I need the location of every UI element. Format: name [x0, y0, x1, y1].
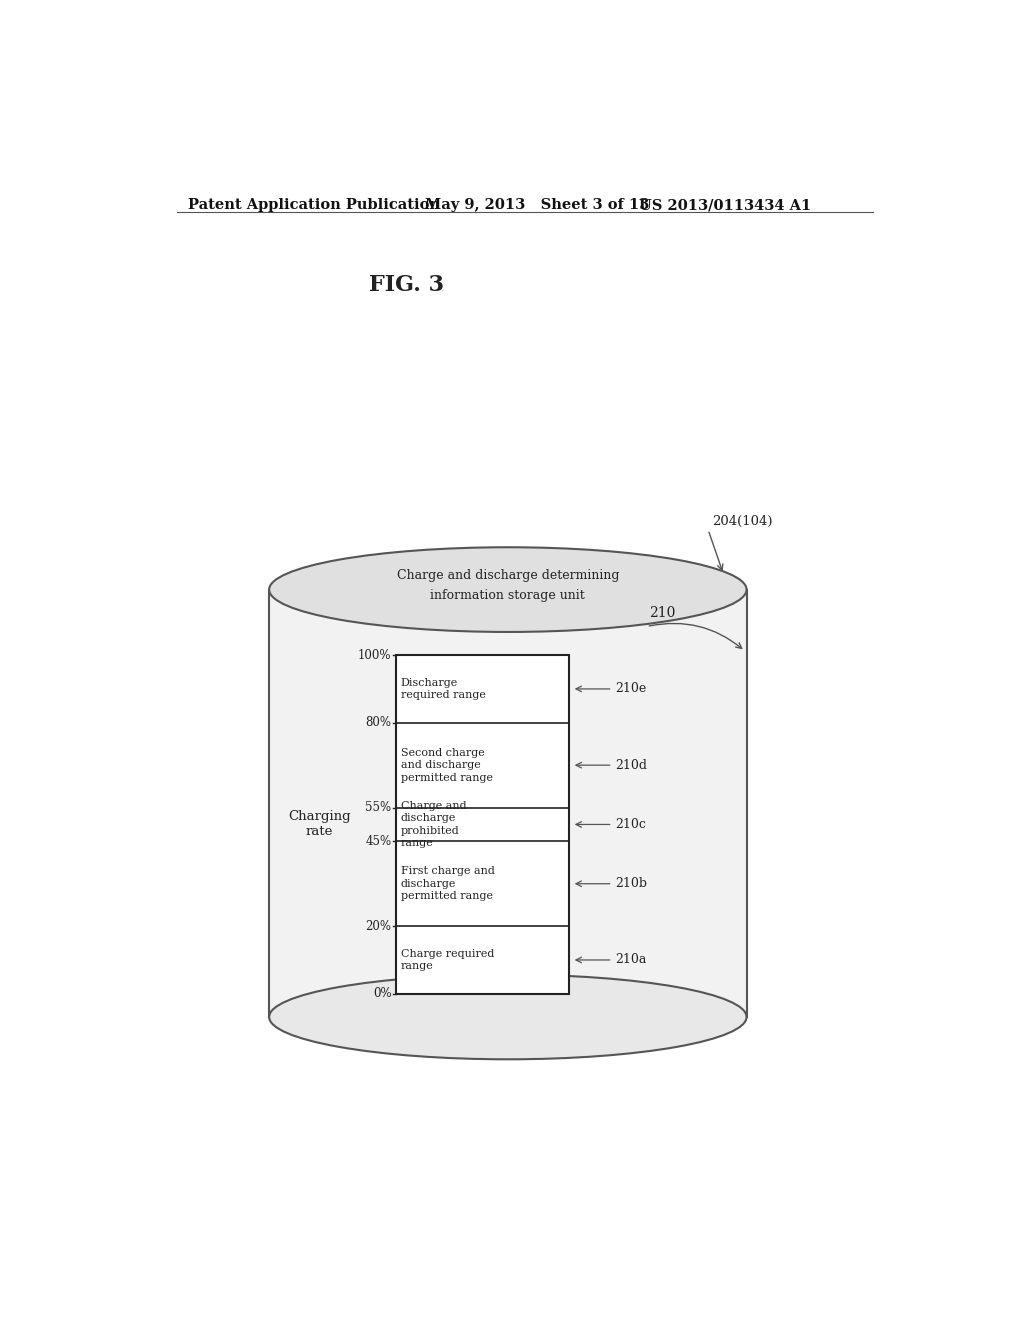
Text: 204(104): 204(104) — [712, 515, 772, 528]
Bar — [396, 655, 569, 994]
Text: Second charge
and discharge
permitted range: Second charge and discharge permitted ra… — [400, 747, 493, 783]
Text: 210: 210 — [649, 606, 675, 619]
Text: 45%: 45% — [366, 834, 391, 847]
Text: 20%: 20% — [366, 920, 391, 933]
Text: 0%: 0% — [373, 987, 391, 1001]
Text: US 2013/0113434 A1: US 2013/0113434 A1 — [639, 198, 811, 213]
Text: 100%: 100% — [358, 648, 391, 661]
Text: 210c: 210c — [615, 818, 646, 832]
Text: Charge and discharge determining: Charge and discharge determining — [396, 569, 620, 582]
Text: Charging
rate: Charging rate — [288, 810, 350, 838]
Text: 55%: 55% — [366, 801, 391, 814]
Text: 210a: 210a — [615, 953, 647, 966]
Text: Discharge
required range: Discharge required range — [400, 677, 485, 700]
Text: FIG. 3: FIG. 3 — [370, 275, 444, 296]
Text: Charge and
discharge
prohibited
range: Charge and discharge prohibited range — [400, 801, 467, 847]
Text: information storage unit: information storage unit — [430, 589, 586, 602]
Text: First charge and
discharge
permitted range: First charge and discharge permitted ran… — [400, 866, 495, 902]
Text: 210b: 210b — [615, 878, 647, 890]
Text: May 9, 2013   Sheet 3 of 13: May 9, 2013 Sheet 3 of 13 — [425, 198, 649, 213]
Text: 80%: 80% — [366, 717, 391, 730]
Bar — [269, 590, 746, 1016]
Ellipse shape — [269, 974, 746, 1059]
Text: Patent Application Publication: Patent Application Publication — [188, 198, 440, 213]
Text: Charge required
range: Charge required range — [400, 949, 495, 972]
Text: 210e: 210e — [615, 682, 647, 696]
Text: 210d: 210d — [615, 759, 647, 772]
Ellipse shape — [269, 548, 746, 632]
